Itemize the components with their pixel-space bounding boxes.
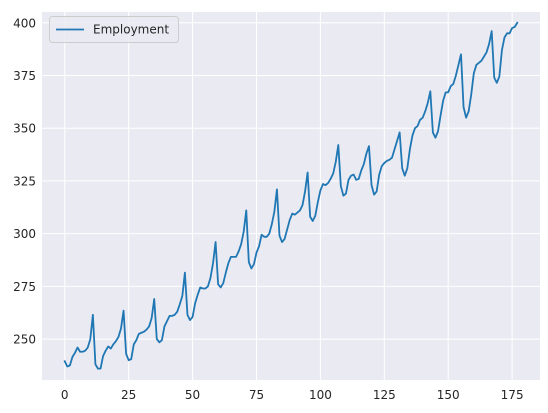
grid <box>42 12 540 380</box>
series-line-employment <box>63 21 519 370</box>
x-tick-label: 75 <box>249 388 264 402</box>
x-tick-label: 50 <box>185 388 200 402</box>
y-tick-label: 350 <box>13 122 36 136</box>
x-tick-label: 100 <box>309 388 332 402</box>
y-tick-labels: 250 275 300 325 350 375 400 <box>13 16 36 346</box>
y-tick-label: 300 <box>13 227 36 241</box>
y-tick-label: 375 <box>13 69 36 83</box>
x-tick-labels: 0 25 50 75 100 125 150 175 <box>61 388 524 402</box>
series-layer <box>63 21 519 370</box>
legend-label: Employment <box>93 23 169 37</box>
legend: Employment <box>49 16 179 43</box>
y-tick-label: 325 <box>13 174 36 188</box>
x-tick-label: 175 <box>501 388 524 402</box>
x-tick-label: 125 <box>373 388 396 402</box>
x-tick-label: 150 <box>437 388 460 402</box>
plot-background <box>42 12 540 380</box>
y-tick-label: 250 <box>13 333 36 347</box>
x-tick-label: 0 <box>61 388 69 402</box>
legend-box <box>49 16 179 43</box>
x-tick-label: 25 <box>121 388 136 402</box>
y-tick-label: 275 <box>13 280 36 294</box>
y-tick-label: 400 <box>13 16 36 30</box>
